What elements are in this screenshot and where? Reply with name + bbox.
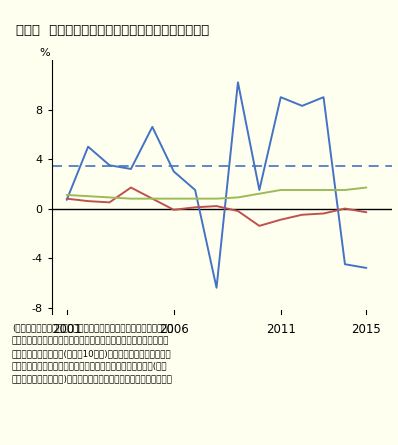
Text: %: %: [39, 48, 50, 57]
Text: (注）運用利回りはいずれも、名目運用利回りから名目賃金上昇率を
　　控除した実質的な運用利回り。短期の前提は、将来見通しのう
　　ち短期の経済前提(当面約10年: (注）運用利回りはいずれも、名目運用利回りから名目賃金上昇率を 控除した実質的な…: [12, 323, 173, 384]
Text: 図表２  運用利回りの実績と将来見通しの前提の比較: 図表２ 運用利回りの実績と将来見通しの前提の比較: [16, 24, 209, 37]
